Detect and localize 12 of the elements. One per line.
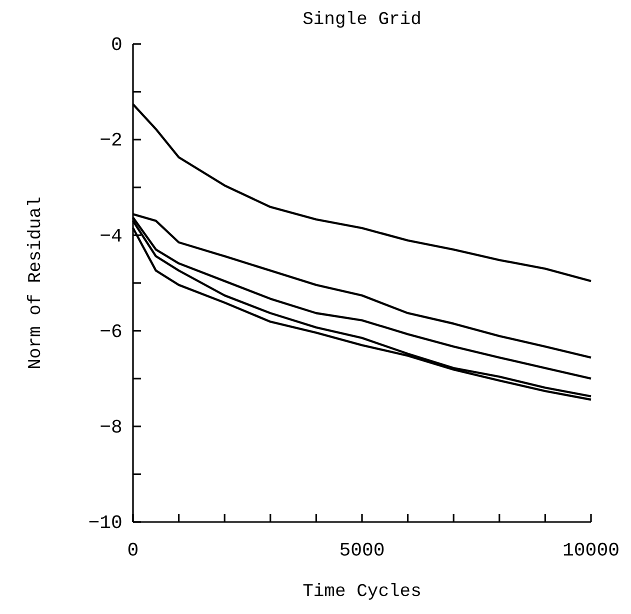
x-tick-label: 0 [127, 539, 139, 562]
y-tick-label: −10 [88, 512, 122, 534]
x-tick-label: 5000 [339, 539, 385, 562]
y-tick-label: −6 [100, 320, 122, 343]
y-tick-label: −8 [100, 416, 122, 438]
y-axis-title: Norm of Residual [26, 196, 46, 370]
x-tick-label: 10000 [562, 539, 620, 562]
y-tick-label: 0 [110, 34, 122, 56]
x-axis-title: Time Cycles [302, 582, 422, 602]
y-tick-label: −4 [100, 225, 122, 248]
chart-title: Single Grid [302, 10, 422, 30]
y-tick-label: −2 [100, 130, 122, 152]
